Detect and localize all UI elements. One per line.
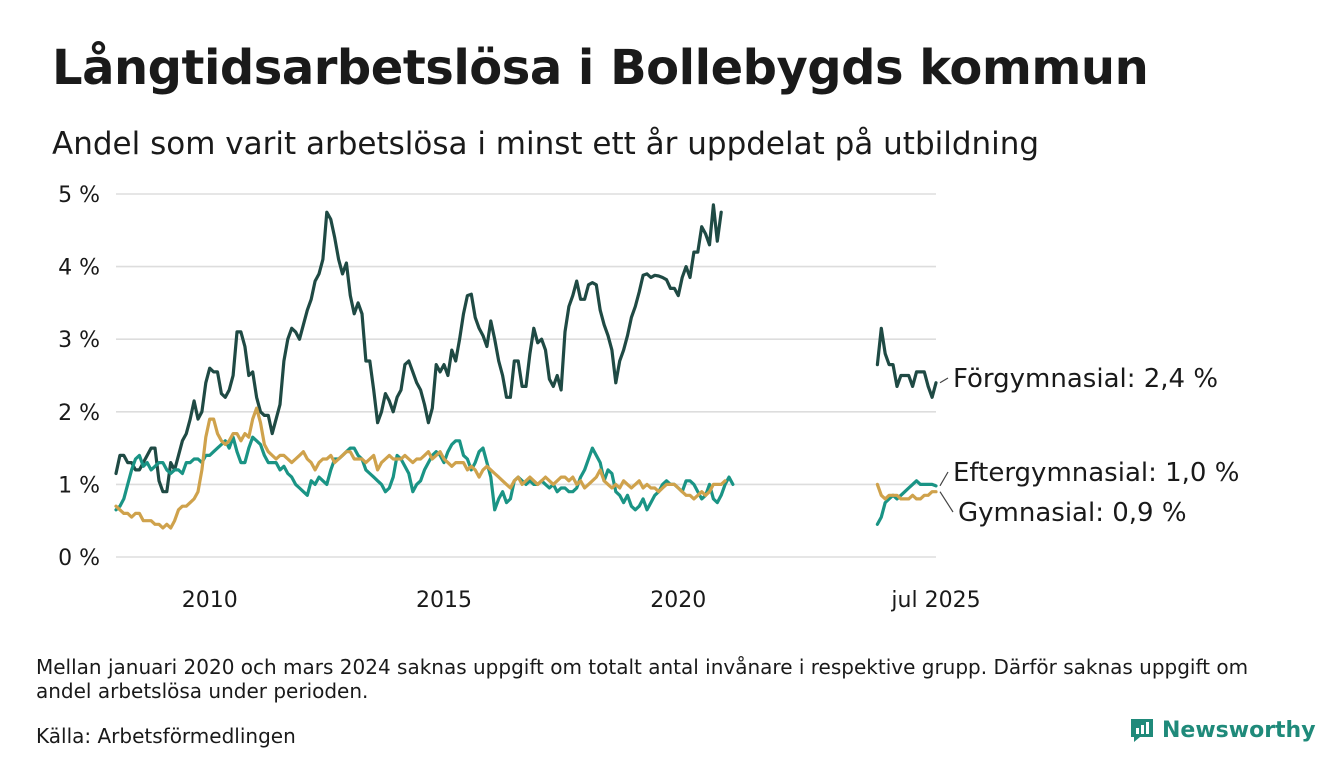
series-line-gymnasial [875,482,938,501]
label-connector [939,491,954,513]
x-tick-label: 2015 [416,588,472,613]
series-line-eftergymnasial [875,479,938,526]
series-end-label: Förgymnasial: 2,4 % [953,364,1218,394]
series-line-gymnasial [114,406,727,530]
series-labels: Förgymnasial: 2,4 % Eftergymnasial: 1,0 %… [939,364,1239,528]
y-tick-label: 2 % [58,401,100,426]
source-note: Källa: Arbetsförmedlingen [36,724,296,748]
brand-name: Newsworthy [1162,717,1316,743]
series-end-label: Gymnasial: 0,9 % [958,498,1187,528]
y-tick-label: 0 % [58,546,100,571]
gridlines [116,193,936,558]
series-end-label: Eftergymnasial: 1,0 % [953,458,1239,488]
line-chart: 0 %1 %2 %3 %4 %5 % 2010 2015 2020 jul 2025 … [58,183,1239,613]
series-line-eftergymnasial [114,435,735,512]
label-connector [939,377,949,384]
y-tick-label: 3 % [58,328,100,353]
x-tick-label: jul 2025 [890,588,980,613]
label-connector [939,471,949,487]
newsworthy-icon [1131,719,1153,742]
series-line-förgymnasial [875,326,938,399]
x-tick-label: 2020 [650,588,706,613]
y-axis: 0 % 1 % 2 % 3 % 4 % 5 % [58,183,100,571]
brand-logo: Newsworthy [1128,716,1316,744]
footnote: Mellan januari 2020 och mars 2024 saknas… [36,655,1249,703]
chart-subtitle: Andel som varit arbetslösa i minst ett å… [52,126,1040,162]
y-tick-label: 1 % [58,473,100,498]
series-line-förgymnasial [114,203,723,494]
x-tick-label: 2010 [182,588,238,613]
series-lines [114,203,938,530]
x-axis: 2010 2015 2020 jul 2025 [182,588,981,613]
y-tick-label: 4 % [58,256,100,281]
chart-title: Långtidsarbetslösa i Bollebygds kommun [52,40,1149,96]
y-tick-label: 5 % [58,183,100,208]
